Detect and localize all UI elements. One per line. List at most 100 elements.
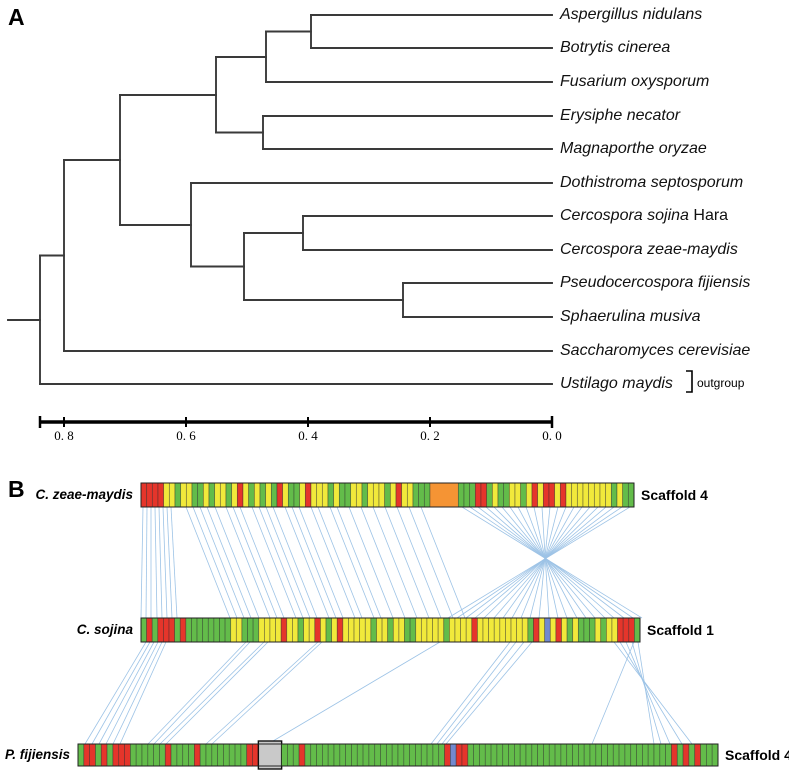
bar-segment-G xyxy=(356,743,364,767)
bar-segment-Y xyxy=(348,617,355,643)
scaffold-bar-outline xyxy=(140,482,635,508)
bar-segment-R xyxy=(276,482,284,508)
bar-segment-R xyxy=(617,617,624,643)
bar-segment-Y xyxy=(401,482,408,508)
bar-segment-Y xyxy=(593,482,601,508)
bar-segment-R xyxy=(474,482,482,508)
bar-segment-G xyxy=(514,743,521,767)
bar-segment-G xyxy=(130,743,137,767)
bar-segment-G xyxy=(387,617,394,643)
bar-segment-Y xyxy=(571,482,578,508)
species-tip-label: Cercospora zeae-maydis xyxy=(560,240,738,260)
bar-segment-Y xyxy=(163,482,170,508)
scale-tick-label: 0. 4 xyxy=(298,428,318,443)
bar-segment-G xyxy=(361,482,369,508)
bar-segment-G xyxy=(612,743,620,767)
bar-segment-G xyxy=(463,482,471,508)
bar-segment-R xyxy=(179,617,187,643)
bar-segment-G xyxy=(281,743,288,767)
bar-segment-Y xyxy=(180,482,187,508)
species-tip-label: Saccharomyces cerevisiae xyxy=(560,341,750,361)
bar-segment-G xyxy=(566,617,574,643)
species-name-italic: Ustilago maydis xyxy=(560,375,673,392)
bar-segment-G xyxy=(519,743,527,767)
bar-segment-G xyxy=(647,743,655,767)
synteny-line-top xyxy=(162,506,168,619)
synteny-line-top xyxy=(372,506,418,619)
species-tip-label: Erysiphe necator xyxy=(560,106,680,126)
bar-segment-Y xyxy=(231,482,238,508)
bar-segment-R xyxy=(471,617,478,643)
bar-segment-Y xyxy=(538,617,546,643)
bar-segment-R xyxy=(83,743,90,767)
synteny-line-top xyxy=(265,506,311,619)
bar-segment-Y xyxy=(364,617,372,643)
bar-segment-G xyxy=(600,617,607,643)
scaffold-name-label: Scaffold 1 xyxy=(647,622,714,638)
bar-segment-G xyxy=(135,743,143,767)
scaffold-bar-outline xyxy=(140,617,641,643)
bar-segment-R xyxy=(304,482,312,508)
bar-segment-Y xyxy=(320,617,327,643)
synteny-line-top xyxy=(298,506,344,619)
bar-segment-Y xyxy=(514,482,522,508)
bar-segment-G xyxy=(484,743,492,767)
bar-segment-G xyxy=(240,743,248,767)
bar-segment-Y xyxy=(499,617,506,643)
bar-segment-G xyxy=(259,482,267,508)
scale-tick-label: 0. 2 xyxy=(420,428,440,443)
bar-segment-G xyxy=(297,617,304,643)
bar-segment-R xyxy=(252,743,259,767)
bar-segment-G xyxy=(486,482,493,508)
bar-segment-G xyxy=(610,482,618,508)
bar-segment-G xyxy=(374,743,381,767)
synteny-line-top xyxy=(258,506,304,619)
synteny-line-bottom xyxy=(205,641,319,745)
bar-segment-G xyxy=(95,743,102,767)
species-tip-label: Botrytis cinerea xyxy=(560,38,670,58)
synteny-line-top xyxy=(145,506,148,619)
bar-segment-Y xyxy=(230,617,237,643)
bar-segment-G xyxy=(426,743,434,767)
synteny-line-bottom xyxy=(445,641,533,745)
bar-segment-Y xyxy=(265,482,272,508)
bar-segment-Y xyxy=(460,617,467,643)
bar-segment-G xyxy=(497,482,505,508)
synteny-line-top xyxy=(232,506,278,619)
bar-segment-Y xyxy=(606,617,613,643)
bar-segment-G xyxy=(624,743,632,767)
species-tip-label: Magnaporthe oryzae xyxy=(560,139,707,159)
synteny-line-top xyxy=(158,506,163,619)
synteny-line-top xyxy=(154,506,158,619)
bar-segment-G xyxy=(170,743,178,767)
bar-segment-Y xyxy=(359,617,366,643)
bar-segment-R xyxy=(480,482,488,508)
bar-segment-Y xyxy=(258,617,265,643)
bar-segment-Y xyxy=(493,617,501,643)
bar-segment-G xyxy=(325,617,332,643)
bar-species-label: C. sojina xyxy=(76,622,133,637)
bar-segment-G xyxy=(548,743,556,767)
synteny-line-bottom xyxy=(625,641,671,745)
bar-segment-G xyxy=(234,743,242,767)
bar-segment-R xyxy=(555,617,562,643)
species-name-italic: Fusarium oxysporum xyxy=(560,73,710,90)
bar-segment-G xyxy=(636,743,643,767)
species-name-italic: Dothistroma septosporum xyxy=(560,174,744,191)
bar-segment-G xyxy=(384,482,391,508)
synteny-line-top xyxy=(214,506,260,619)
bar-segment-Y xyxy=(482,617,489,643)
bar-segment-G xyxy=(473,743,480,767)
bar-segment-G xyxy=(292,743,300,767)
panel-a-letter: A xyxy=(8,4,25,30)
bar-segment-G xyxy=(106,743,114,767)
bar-segment-Y xyxy=(525,482,533,508)
bar-segment-Y xyxy=(235,617,243,643)
species-name-italic: Botrytis cinerea xyxy=(560,39,671,56)
bar-segment-Y xyxy=(420,617,428,643)
bar-segment-R xyxy=(682,743,690,767)
bar-segment-G xyxy=(248,482,255,508)
bar-segment-R xyxy=(336,617,344,643)
bar-segment-R xyxy=(112,743,120,767)
synteny-line-top xyxy=(317,506,363,619)
